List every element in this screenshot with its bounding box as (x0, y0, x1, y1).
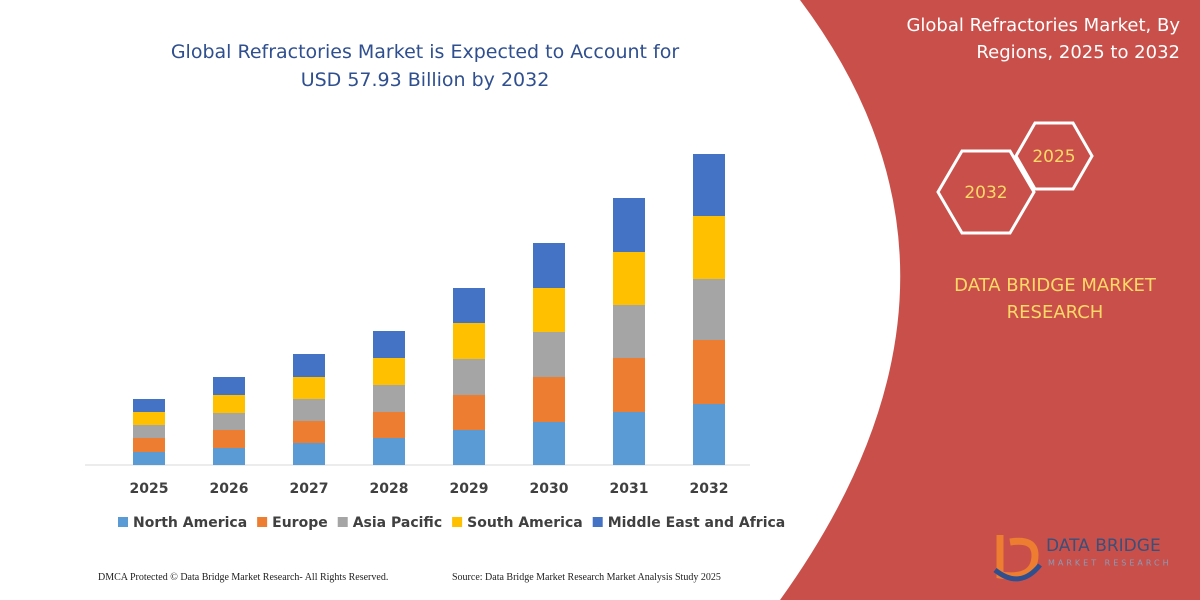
bar-segment (613, 252, 645, 305)
brand: DATA BRIDGE MARKET RESEARCH (954, 275, 1156, 323)
side-panel (780, 0, 1200, 600)
x-tick-label: 2025 (130, 481, 169, 497)
bar-segment (213, 377, 245, 395)
bar-segment (613, 198, 645, 252)
bar-segment (213, 448, 245, 465)
bar-segment (613, 412, 645, 465)
bar-segment (293, 354, 325, 377)
logo-subtitle: MARKET RESEARCH (1048, 559, 1172, 568)
hexagon (936, 149, 1036, 235)
bar-segment (613, 358, 645, 412)
chart-title: Global Refractories Market is Expected t… (170, 41, 680, 91)
bar-segment (133, 438, 165, 452)
bar-segment (373, 358, 405, 385)
side-title: Global Refractories Market, By Regions, … (906, 15, 1180, 63)
bar-segment (213, 430, 245, 448)
hexagon (1014, 121, 1094, 191)
bar-segment (533, 243, 565, 288)
bar-segment (693, 216, 725, 279)
legend-label: Asia Pacific (353, 515, 442, 531)
bar-segment (453, 430, 485, 465)
legend-label: Middle East and Africa (608, 515, 786, 531)
bar-segment (213, 395, 245, 413)
bar-segment (453, 359, 485, 395)
bar-segment (453, 323, 485, 359)
bar-segment (293, 443, 325, 465)
bar-segment (133, 399, 165, 412)
x-tick-label: 2032 (690, 481, 729, 497)
x-tick-label: 2027 (290, 481, 329, 497)
bar-segment (373, 412, 405, 438)
bar-segment (293, 377, 325, 399)
logo-icon (993, 563, 1042, 582)
bar-segment (133, 452, 165, 465)
bar-segment (373, 385, 405, 412)
bar-segment (293, 399, 325, 421)
bar-segment (293, 421, 325, 443)
legend-swatch (452, 517, 463, 527)
bar-segment (693, 404, 725, 465)
bar-segment (453, 395, 485, 430)
bar-segment (533, 377, 565, 422)
bar-segment (373, 331, 405, 358)
bar-segment (693, 154, 725, 216)
legend-label: North America (133, 515, 247, 531)
bar-segment (533, 422, 565, 465)
bar-segment (533, 288, 565, 332)
legend-label: Europe (272, 515, 328, 531)
legend-label: South America (467, 515, 583, 531)
bar-segment (133, 412, 165, 425)
x-tick-label: 2031 (610, 481, 649, 497)
logo-text: DATA BRIDGE (1046, 536, 1161, 556)
hexagon-label: 2032 (964, 183, 1007, 203)
bar-segment (453, 288, 485, 323)
bar-segment (533, 332, 565, 377)
legend-swatch (118, 517, 128, 527)
x-tick-label: 2029 (450, 481, 489, 497)
bar-segment (213, 413, 245, 430)
x-tick-label: 2028 (370, 481, 409, 497)
hexagon-label: 2025 (1032, 147, 1075, 167)
x-tick-label: 2030 (530, 481, 569, 497)
bar-segment (693, 279, 725, 340)
bar-segment (133, 425, 165, 438)
legend-swatch (337, 517, 348, 527)
logo-icon (996, 535, 1039, 580)
bar-segment (373, 438, 405, 465)
bar-segment (613, 305, 645, 358)
footer-left: DMCA Protected © Data Bridge Market Rese… (98, 572, 389, 583)
legend-swatch (592, 517, 603, 527)
legend-swatch (257, 517, 268, 527)
bar-segment (693, 340, 725, 404)
footer-right: Source: Data Bridge Market Research Mark… (452, 572, 721, 583)
x-tick-label: 2026 (210, 481, 249, 497)
